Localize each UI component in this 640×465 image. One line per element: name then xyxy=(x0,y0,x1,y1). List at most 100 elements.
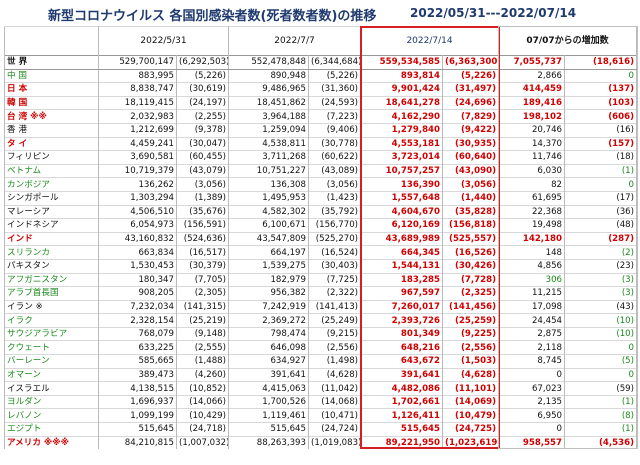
cases-jul14: 4,162,290 xyxy=(360,109,444,124)
increase-cases: 414,459 xyxy=(498,82,566,97)
increase-cases: 958,557 xyxy=(498,435,566,450)
table-row: アラブ首長国 908,205 (2,305) 956,382 (2,322) 967,59… xyxy=(4,286,638,301)
world-deaths-3: (6,363,300) xyxy=(442,55,500,70)
cases-jul14: 1,544,131 xyxy=(360,258,444,273)
country-name: クウェート xyxy=(4,340,99,355)
cases-jul14: 801,349 xyxy=(360,326,444,341)
increase-cases: 8,745 xyxy=(498,354,566,369)
title-bar: 新型コロナウイルス 各国別感染者数(死者数者数)の推移 2022/05/31--… xyxy=(0,0,640,26)
country-name: シンガポール xyxy=(4,190,99,206)
deaths-jul7: (2,556) xyxy=(307,340,362,355)
increase-cases: 19,498 xyxy=(498,218,566,233)
table-row: マレーシア 4,506,510 (35,676) 4,582,302 (35,792) 4… xyxy=(4,204,638,219)
increase-deaths: (606) xyxy=(564,109,638,124)
cases-may31: 633,225 xyxy=(98,340,177,355)
country-name: エジプト xyxy=(4,422,99,437)
header-date-1: 2022/5/31 xyxy=(98,26,229,56)
cases-may31: 3,690,581 xyxy=(98,150,177,165)
table-row: イラク 2,328,154 (25,219) 2,369,272 (25,249) 2,3… xyxy=(4,313,638,328)
cases-may31: 4,506,510 xyxy=(98,204,177,219)
increase-deaths: (8) xyxy=(564,408,638,423)
cases-jul7: 634,927 xyxy=(228,354,309,369)
cases-jul14: 4,553,181 xyxy=(360,136,444,151)
header-row: 2022/5/31 2022/7/7 2022/7/14 07/07からの増加数 xyxy=(4,26,638,56)
deaths-jul14: (30,935) xyxy=(442,136,500,151)
increase-cases: 4,856 xyxy=(498,258,566,273)
increase-cases: 24,454 xyxy=(498,313,566,328)
table-row: 台 湾 ※※ 2,032,983 (2,255) 3,964,188 (7,223) 4,… xyxy=(4,109,638,124)
deaths-jul7: (7,223) xyxy=(307,109,362,124)
deaths-may31: (43,079) xyxy=(176,163,229,178)
increase-deaths: (3) xyxy=(564,272,638,287)
cases-jul7: 1,539,275 xyxy=(228,258,309,273)
cases-jul14: 2,393,726 xyxy=(360,313,444,328)
increase-deaths: (5) xyxy=(564,354,638,369)
deaths-jul14: (156,818) xyxy=(442,218,500,233)
increase-cases: 17,098 xyxy=(498,299,566,314)
table-row: アフガニスタン 180,347 (7,705) 182,979 (7,725) 183,2… xyxy=(4,272,638,287)
cases-jul7: 3,964,188 xyxy=(228,109,309,124)
increase-cases: 2,135 xyxy=(498,394,566,409)
deaths-may31: (9,148) xyxy=(176,326,229,341)
increase-deaths: (10) xyxy=(564,313,638,328)
table-row: オマーン 389,473 (4,260) 391,641 (4,628) 391,641(… xyxy=(4,367,638,382)
deaths-jul7: (1,498) xyxy=(307,354,362,369)
deaths-jul14: (30,426) xyxy=(442,258,500,273)
deaths-jul14: (24,725) xyxy=(442,422,500,437)
country-name: 香 港 xyxy=(4,122,99,138)
cases-jul7: 956,382 xyxy=(228,286,309,301)
deaths-jul14: (1,503) xyxy=(442,354,500,369)
country-name: ベトナム xyxy=(4,163,99,178)
cases-jul7: 1,119,461 xyxy=(228,408,309,423)
deaths-jul7: (5,226) xyxy=(307,68,362,83)
cases-jul7: 4,415,063 xyxy=(228,381,309,396)
deaths-jul14: (60,640) xyxy=(442,150,500,165)
increase-deaths: (17) xyxy=(564,190,638,206)
increase-cases: 198,102 xyxy=(498,109,566,124)
cases-may31: 883,995 xyxy=(98,68,177,83)
increase-cases: 11,746 xyxy=(498,150,566,165)
table-row: 中 国 883,995 (5,226) 890,948 (5,226) 893,814 (5… xyxy=(4,68,638,83)
table-row: レバノン 1,099,199 (10,429) 1,119,461 (10,471) 1,… xyxy=(4,408,638,423)
deaths-may31: (24,197) xyxy=(176,95,229,110)
cases-jul14: 183,285 xyxy=(360,272,444,287)
cases-jul7: 6,100,671 xyxy=(228,218,309,233)
deaths-jul14: (7,829) xyxy=(442,109,500,124)
deaths-jul14: (7,728) xyxy=(442,272,500,287)
deaths-jul7: (141,413) xyxy=(307,299,362,314)
deaths-jul14: (43,090) xyxy=(442,163,500,178)
deaths-jul14: (16,526) xyxy=(442,245,500,260)
world-row: 世 界 529,700,147 (6,292,503) 552,478,848 … xyxy=(4,55,638,70)
increase-deaths: (43) xyxy=(564,299,638,314)
table-row: 韓 国 18,119,415 (24,197) 18,451,862 (24,593) 1… xyxy=(4,95,638,110)
cases-jul7: 1,495,953 xyxy=(228,190,309,206)
cases-jul14: 967,597 xyxy=(360,286,444,301)
cases-may31: 136,262 xyxy=(98,177,177,192)
increase-deaths: (1) xyxy=(564,394,638,409)
country-name: インド xyxy=(4,231,99,246)
deaths-jul7: (525,270) xyxy=(307,231,362,246)
increase-cases: 2,875 xyxy=(498,326,566,341)
country-name: スリランカ xyxy=(4,245,99,260)
increase-deaths: (18) xyxy=(564,150,638,165)
cases-may31: 1,696,937 xyxy=(98,394,177,409)
date-range: 2022/05/31---2022/07/14 xyxy=(410,6,577,20)
cases-may31: 18,119,415 xyxy=(98,95,177,110)
table-row: クウェート 633,225 (2,555) 646,098 (2,556) 648,216… xyxy=(4,340,638,355)
increase-cases: 11,215 xyxy=(498,286,566,301)
deaths-jul7: (7,725) xyxy=(307,272,362,287)
increase-cases: 20,746 xyxy=(498,122,566,138)
cases-jul14: 4,482,086 xyxy=(360,381,444,396)
deaths-may31: (30,379) xyxy=(176,258,229,273)
cases-jul14: 9,901,424 xyxy=(360,82,444,97)
cases-jul14: 6,120,169 xyxy=(360,218,444,233)
deaths-jul14: (1,440) xyxy=(442,190,500,206)
increase-cases: 189,416 xyxy=(498,95,566,110)
increase-cases: 148 xyxy=(498,245,566,260)
cases-may31: 1,530,453 xyxy=(98,258,177,273)
country-name: バーレーン xyxy=(4,354,99,369)
cases-jul7: 10,751,227 xyxy=(228,163,309,178)
cases-may31: 84,210,815 xyxy=(98,435,177,450)
increase-deaths: 0 xyxy=(564,340,638,355)
country-name: アフガニスタン xyxy=(4,272,99,287)
